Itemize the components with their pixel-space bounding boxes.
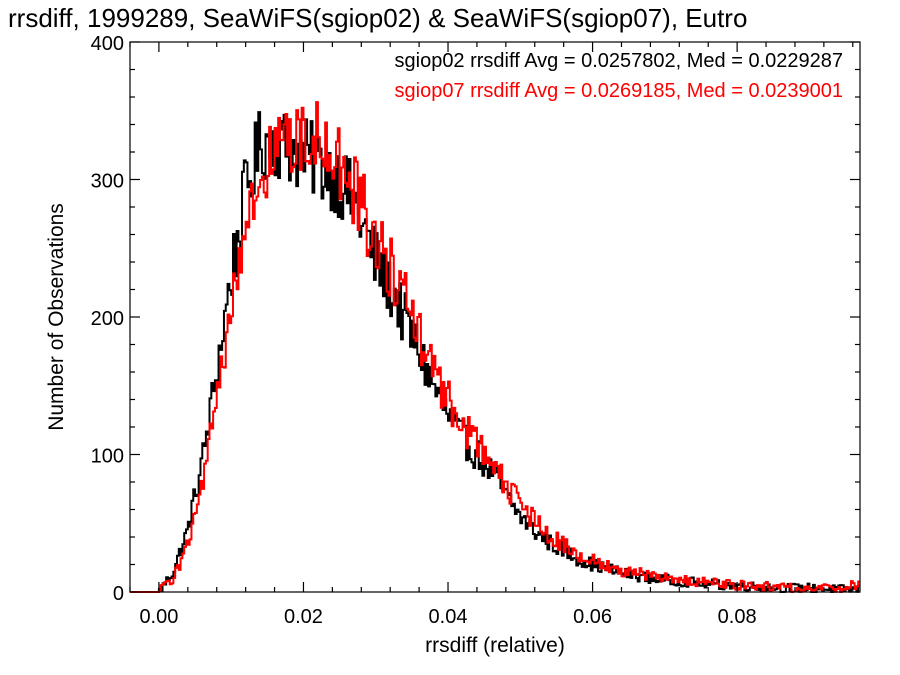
annotation-sgiop07: sgiop07 rrsdiff Avg = 0.0269185, Med = 0… [395,80,844,102]
plot-frame [129,41,861,593]
x-tick-label: 0.02 [284,606,323,628]
annotation-sgiop02: sgiop02 rrsdiff Avg = 0.0257802, Med = 0… [395,50,844,72]
x-tick-label: 0.04 [429,606,468,628]
y-tick-label: 0 [113,583,124,605]
y-tick-label: 200 [91,308,124,330]
plot-area: 0.00 0.02 0.04 0.06 0.08 0 100 200 300 400 [91,33,861,628]
series-line-sgiop07 [130,101,860,593]
y-axis-label: Number of Observations [45,203,68,431]
x-axis-label: rrsdiff (relative) [425,634,565,657]
chart-title: rrsdiff, 1999289, SeaWiFS(sgiop02) & Sea… [8,3,747,33]
y-tick-label: 100 [91,446,124,468]
series-layer [130,101,860,593]
series-line-sgiop02 [130,111,860,593]
ticks-layer: 0.00 0.02 0.04 0.06 0.08 0 100 200 300 400 [91,33,860,628]
x-tick-label: 0.00 [139,606,178,628]
x-tick-label: 0.06 [573,606,612,628]
y-tick-label: 300 [91,171,124,193]
y-tick-label: 400 [91,33,124,55]
x-tick-label: 0.08 [718,606,757,628]
